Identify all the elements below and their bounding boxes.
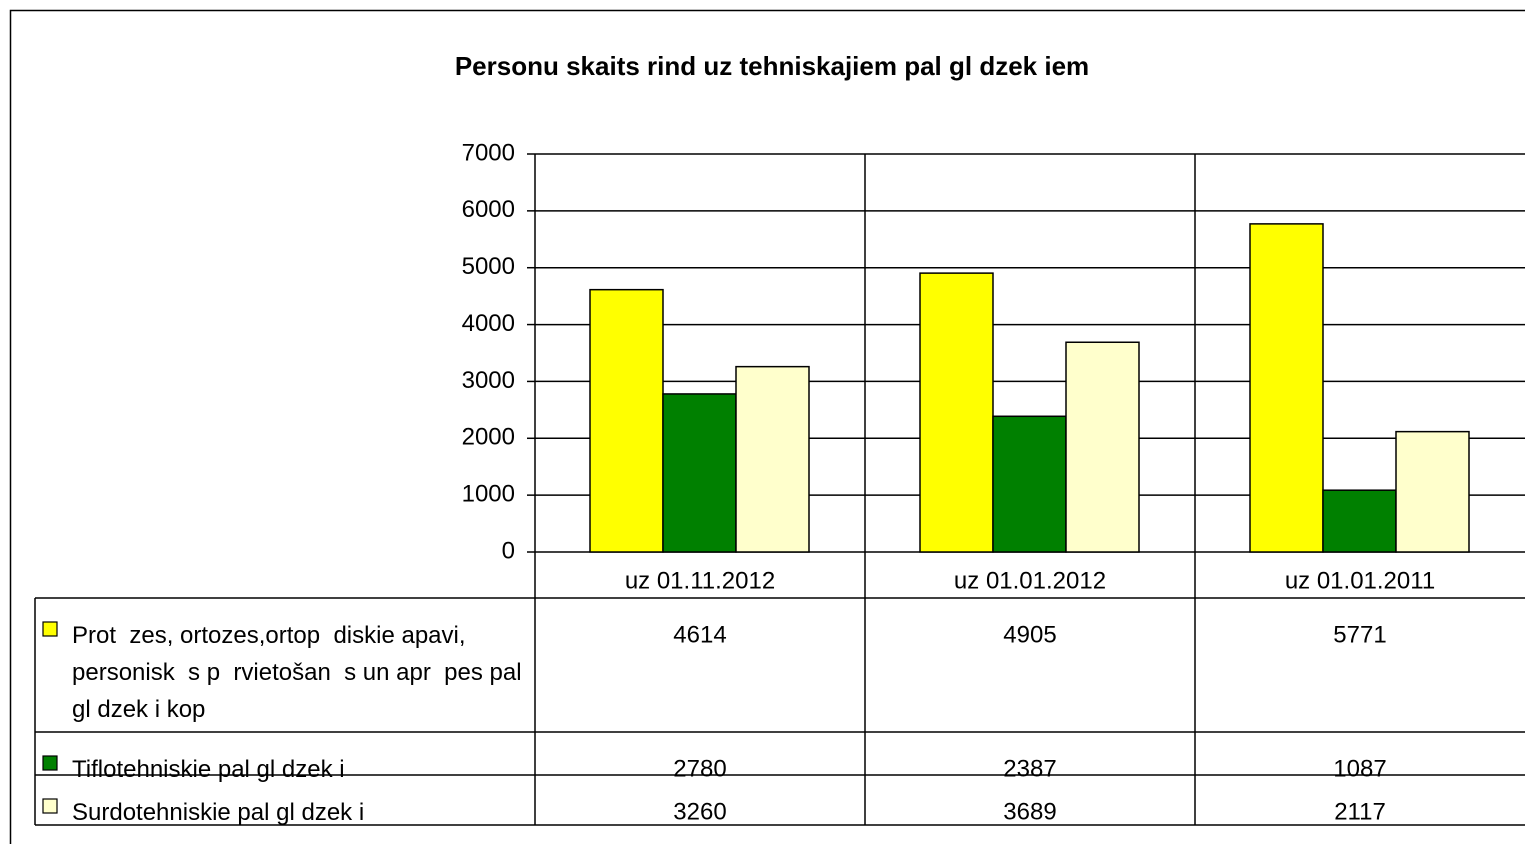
chart-title: Personu skaits rind uz tehniskajiem pal …: [455, 51, 1089, 81]
bar: [1065, 341, 1140, 553]
bar: [1322, 489, 1397, 553]
chart-border: [9, 9, 1525, 844]
bar: [1249, 223, 1324, 553]
legend-key: [42, 621, 58, 637]
table-value: 3689: [1003, 798, 1056, 825]
legend-key: [42, 798, 58, 814]
y-tick-label: 5000: [462, 253, 515, 280]
x-tick-label: uz 01.01.2012: [954, 567, 1106, 594]
y-tick-label: 2000: [462, 424, 515, 451]
y-tick-label: 4000: [462, 310, 515, 337]
table-value: 1087: [1333, 755, 1386, 782]
bar: [919, 272, 994, 553]
table-value: 4905: [1003, 621, 1056, 648]
legend-label: Surdotehniskie pal gl dzek i: [72, 799, 365, 826]
y-tick-label: 6000: [462, 196, 515, 223]
y-tick-label: 3000: [462, 367, 515, 394]
y-tick-label: 1000: [462, 480, 515, 507]
table-value: 2117: [1334, 798, 1386, 825]
table-value: 2780: [673, 755, 726, 782]
table-value: 2387: [1003, 755, 1056, 782]
bar: [735, 365, 810, 553]
legend-label: Tiflotehniskie pal gl dzek i: [72, 756, 345, 783]
legend-label: Prot zes, ortozes,ortop diskie apavi, pe…: [72, 622, 529, 723]
x-tick-label: uz 01.11.2012: [625, 567, 775, 594]
legend-key: [42, 755, 58, 771]
y-tick-label: 7000: [462, 139, 515, 166]
bar: [992, 415, 1067, 553]
table-value: 4614: [673, 621, 726, 648]
bar: [1395, 430, 1470, 553]
y-tick-label: 0: [502, 537, 515, 564]
table-value: 5771: [1333, 621, 1386, 648]
bar: [589, 288, 664, 553]
x-tick-label: uz 01.01.2011: [1285, 567, 1435, 594]
bar: [662, 393, 737, 553]
table-value: 3260: [673, 798, 726, 825]
